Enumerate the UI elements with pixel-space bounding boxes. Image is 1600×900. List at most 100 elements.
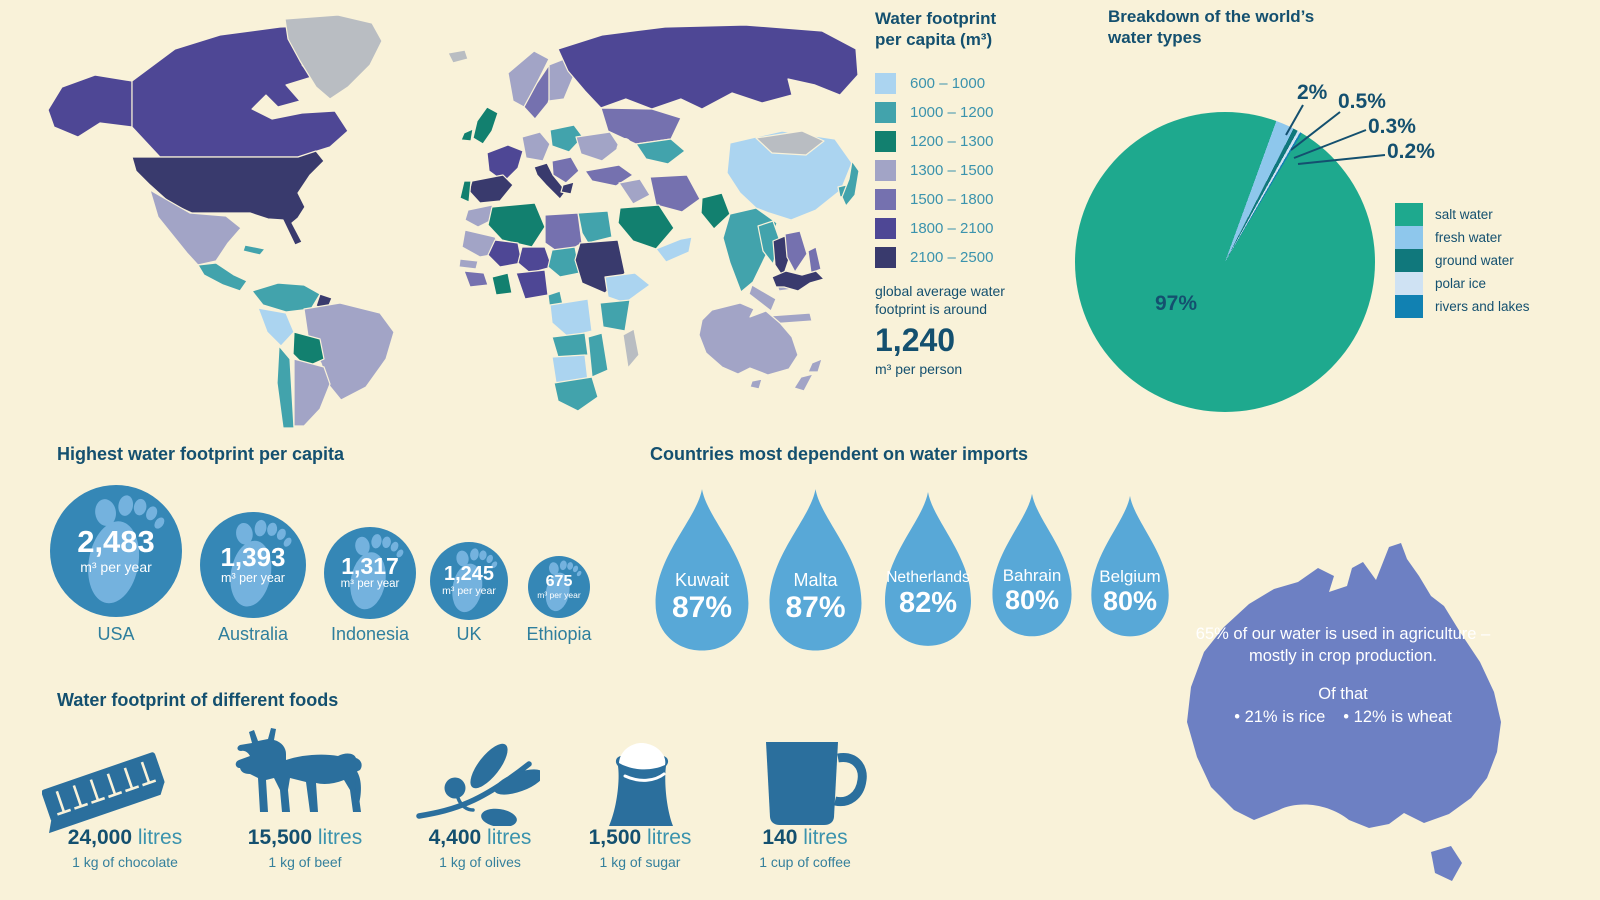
footprint-icon: [546, 560, 582, 612]
pie-legend-row: salt water: [1395, 203, 1530, 226]
legend-swatch: [875, 246, 896, 268]
map-greece: [560, 181, 575, 195]
map-australia: [698, 302, 799, 376]
drop-netherlands: Netherlands 82%: [878, 490, 978, 652]
food-caption: 1 cup of coffee: [759, 854, 851, 870]
legend-swatch: [875, 72, 896, 94]
footprint-value: 2,483: [77, 524, 155, 560]
map-legend: Water footprint per capita (m³) 600 – 10…: [875, 8, 1035, 377]
footprint-unit: m³ per year: [221, 571, 285, 586]
water-drop-icon: [992, 493, 1072, 637]
pie-title: Breakdown of the world’s water types: [1108, 7, 1315, 48]
map-new-zealand-south: [793, 373, 814, 392]
map-ukraine: [575, 131, 621, 162]
map-kenya-tanzania: [599, 299, 631, 332]
water-drop-icon: [769, 489, 862, 651]
footprint-circle-ethiopia: 675 m³ per year: [528, 556, 590, 618]
map-legend-title: Water footprint per capita (m³): [875, 9, 997, 50]
drop-belgium: Belgium 80%: [1085, 494, 1175, 642]
food-value: 140 litres: [762, 826, 848, 849]
map-sumatra: [748, 284, 777, 312]
pie-legend-row: fresh water: [1395, 226, 1530, 249]
map-saudi-arabia: [617, 204, 675, 250]
map-chad: [547, 246, 581, 278]
legend-swatch: [875, 159, 896, 181]
map-central-america: [197, 262, 248, 292]
map-spain: [468, 174, 514, 204]
australia-fact-line2: Of that: [1318, 684, 1368, 703]
map-italy: [533, 162, 567, 200]
pie-label-fresh-water: 2%: [1297, 81, 1328, 104]
food-caption: 1 kg of beef: [268, 854, 342, 870]
footprint-icon: [350, 533, 404, 610]
map-caspian-sea: [616, 138, 634, 168]
cow-icon: [235, 728, 362, 812]
legend-swatch: [1395, 226, 1423, 249]
pie-label-salt-water: 97%: [1155, 292, 1198, 315]
drop-bahrain: Bahrain 80%: [986, 492, 1078, 642]
map-china: [726, 130, 853, 221]
map-senegal: [458, 258, 479, 270]
map-iran: [649, 174, 701, 213]
food-caption: 1 kg of olives: [439, 854, 521, 870]
map-ghana: [491, 272, 513, 296]
map-turkey: [584, 164, 634, 187]
footprint-value: 1,245: [443, 563, 495, 586]
pie-legend-row: polar ice: [1395, 272, 1530, 295]
olive-branch-icon: [416, 743, 540, 826]
map-mongolia: [755, 130, 825, 156]
map-mexico: [149, 189, 242, 266]
footprint-icon: [452, 547, 498, 612]
footprint-value: 675: [545, 572, 573, 590]
food-value: 24,000 litres: [67, 826, 183, 849]
map-mozambique: [587, 332, 609, 378]
legend-swatch: [875, 101, 896, 123]
map-south-africa: [553, 376, 599, 412]
chocolate-bar-icon: [42, 752, 165, 834]
map-legend-items: 600 – 1000 1000 – 1200 1200 – 1300 1300 …: [875, 72, 1035, 268]
map-colombia-venezuela: [251, 282, 321, 313]
map-japan: [841, 160, 860, 207]
food-caption: 1 kg of sugar: [599, 854, 681, 870]
footprint-value: 1,317: [341, 553, 399, 580]
global-average-unit: m³ per person: [875, 360, 963, 377]
footprint-country-label: Australia: [217, 624, 289, 644]
map-iceland: [447, 49, 469, 64]
footprint-country-label: UK: [456, 624, 482, 644]
legend-swatch: [875, 188, 896, 210]
pie-legend-row: rivers and lakes: [1395, 295, 1530, 318]
map-ireland: [460, 128, 474, 142]
map-uk: [472, 106, 499, 145]
map-iraq: [618, 178, 651, 205]
water-drop-icon: [1091, 495, 1169, 637]
pie-legend-row: ground water: [1395, 249, 1530, 272]
australia-fact-text: 65% of our water is used in agriculture …: [1183, 624, 1503, 729]
legend-row: 600 – 1000: [875, 72, 1035, 94]
footprint-unit: m³ per year: [442, 585, 496, 598]
tasmania-shape: [1431, 846, 1462, 881]
map-angola-zambia: [551, 332, 589, 358]
coffee-mug-icon: [766, 742, 867, 825]
legend-row: 1800 – 2100: [875, 217, 1035, 239]
legend-swatch: [1395, 295, 1423, 318]
footprint-circle-indonesia: 1,317 m³ per year: [324, 527, 416, 619]
australia-fact: 65% of our water is used in agriculture …: [1148, 542, 1543, 892]
water-drop-icon: [655, 489, 749, 651]
map-new-zealand-north: [807, 358, 823, 373]
map-guinea: [463, 270, 489, 288]
map-drc: [549, 298, 593, 338]
footprint-value: 1,393: [220, 541, 286, 572]
footprint-country-label: Indonesia: [330, 624, 410, 644]
map-chile: [276, 345, 295, 429]
map-germany-central-europe: [521, 131, 551, 162]
food-value: 4,400 litres: [428, 826, 532, 849]
legend-swatch: [1395, 249, 1423, 272]
map-mali: [487, 239, 523, 268]
legend-row: 1000 – 1200: [875, 101, 1035, 123]
legend-swatch: [875, 217, 896, 239]
legend-row: 1200 – 1300: [875, 130, 1035, 152]
global-average-value: 1,240: [875, 321, 956, 358]
legend-swatch: [1395, 272, 1423, 295]
map-papua-new-guinea: [771, 270, 825, 292]
